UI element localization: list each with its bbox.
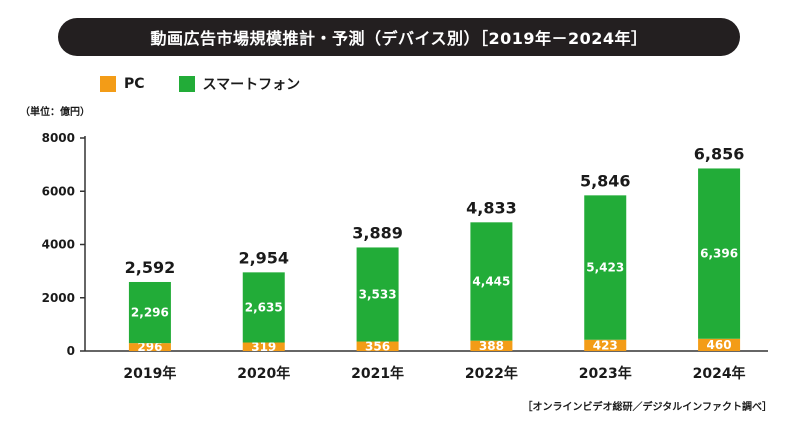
total-label: 2,592 — [125, 258, 176, 277]
data-label-smartphone: 2,296 — [131, 306, 169, 320]
bar-segment-pc — [698, 338, 741, 351]
total-label: 6,856 — [694, 144, 745, 163]
data-label-smartphone: 3,533 — [359, 287, 397, 301]
y-tick-label: 0 — [67, 344, 75, 358]
bar-segment-pc — [356, 341, 399, 351]
legend-item-pc: PC — [100, 76, 145, 92]
x-tick-label: 2020年 — [237, 365, 290, 382]
data-label-pc: 460 — [707, 338, 732, 352]
data-label-smartphone: 6,396 — [700, 247, 738, 261]
x-tick-label: 2024年 — [693, 365, 746, 382]
bar-segment-pc — [242, 342, 285, 351]
x-tick-label: 2019年 — [123, 365, 176, 382]
bar-segment-smartphone — [698, 168, 741, 339]
x-tick-label: 2021年 — [351, 365, 404, 382]
y-tick-label: 2000 — [42, 291, 75, 305]
legend-label-smartphone: スマートフォン — [202, 77, 301, 93]
x-tick-label: 2022年 — [465, 365, 518, 382]
total-label: 2,954 — [238, 248, 289, 267]
bar-segment-pc — [128, 343, 171, 351]
data-label-pc: 388 — [479, 339, 504, 353]
y-tick-label: 4000 — [42, 238, 75, 252]
bar-segment-smartphone — [128, 281, 171, 344]
bar-segment-pc — [470, 340, 513, 351]
data-label-pc: 319 — [251, 340, 276, 354]
total-label: 4,833 — [466, 198, 517, 217]
bar-segment-smartphone — [242, 272, 285, 343]
data-label-smartphone: 5,423 — [586, 261, 624, 275]
bar-segment-smartphone — [356, 247, 399, 342]
bar-segment-smartphone — [470, 222, 513, 341]
legend-swatch-smartphone — [178, 76, 195, 92]
data-label-smartphone: 4,445 — [472, 274, 510, 288]
total-label: 3,889 — [352, 223, 403, 242]
x-tick-label: 2023年 — [579, 365, 632, 382]
total-label: 5,846 — [580, 171, 631, 190]
data-label-pc: 423 — [593, 338, 618, 352]
data-label-smartphone: 2,635 — [245, 300, 283, 314]
y-tick-label: 8000 — [42, 131, 75, 145]
legend-item-smartphone: スマートフォン — [178, 74, 301, 94]
bar-segment-pc — [584, 339, 627, 351]
bar-segment-smartphone — [584, 195, 627, 340]
source-note: ［オンラインビデオ総研／デジタルインファクト調べ］ — [522, 402, 773, 413]
data-label-pc: 296 — [137, 340, 162, 354]
unit-label: （単位：億円） — [20, 107, 90, 118]
y-tick-label: 6000 — [42, 184, 75, 198]
legend-label-pc: PC — [124, 76, 145, 92]
legend-swatch-pc — [100, 76, 116, 92]
data-label-pc: 356 — [365, 339, 390, 353]
chart-title: 動画広告市場規模推計・予測（デバイス別）［2019年－2024年］ — [58, 18, 740, 56]
legend: PC スマートフォン — [100, 74, 324, 94]
